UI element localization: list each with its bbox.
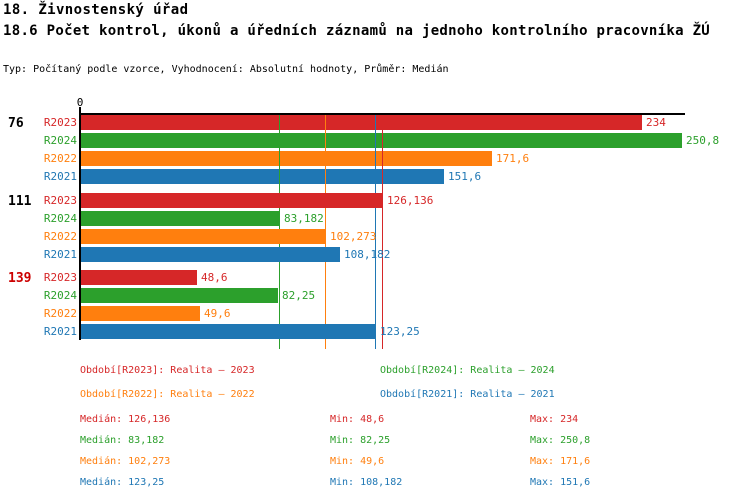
bar-r2023-group-76 [81, 115, 642, 130]
bar-r2022-group-139 [81, 306, 200, 321]
bar-value-label: 82,25 [282, 289, 316, 302]
bar-series-label-r2024: R2024 [43, 289, 77, 302]
stat-median-r2024: Medián: 83,182 [80, 435, 165, 446]
bar-r2024-group-76 [81, 133, 682, 148]
bar-series-label-r2022: R2022 [43, 230, 77, 243]
bar-series-label-r2021: R2021 [43, 170, 77, 183]
bar-r2023-group-111 [81, 193, 383, 208]
bar-r2022-group-76 [81, 151, 492, 166]
bar-series-label-r2022: R2022 [43, 307, 77, 320]
bar-value-label: 234 [646, 116, 666, 129]
stat-min-r2023: Min: 48,6 [330, 414, 385, 425]
bar-r2022-group-111 [81, 229, 326, 244]
stat-median-r2021: Medián: 123,25 [80, 477, 165, 488]
x-axis-line [80, 113, 685, 115]
bar-r2023-group-139 [81, 270, 197, 285]
group-label-76: 76 [8, 116, 24, 131]
bar-series-label-r2022: R2022 [43, 152, 77, 165]
axis-tick-zero: 0 [76, 96, 84, 109]
page-title: 18. Živnostenský úřad [3, 2, 189, 18]
chart-meta-line: Typ: Počítaný podle vzorce, Vyhodnocení:… [3, 64, 449, 75]
bar-series-label-r2021: R2021 [43, 325, 77, 338]
bar-r2021-group-111 [81, 247, 340, 262]
bar-series-label-r2021: R2021 [43, 248, 77, 261]
median-line-r2021 [375, 113, 376, 349]
bar-value-label: 126,136 [387, 194, 434, 207]
stat-median-r2022: Medián: 102,273 [80, 456, 171, 467]
bar-value-label: 151,6 [448, 170, 482, 183]
median-line-r2023 [382, 113, 383, 349]
stat-max-r2024: Max: 250,8 [530, 435, 591, 446]
bar-value-label: 250,8 [686, 134, 720, 147]
legend-item-r2023: Období[R2023]: Realita – 2023 [80, 365, 255, 376]
legend-item-r2024: Období[R2024]: Realita – 2024 [380, 365, 555, 376]
stat-min-r2024: Min: 82,25 [330, 435, 391, 446]
bar-r2021-group-139 [81, 324, 376, 339]
bar-r2024-group-139 [81, 288, 278, 303]
bar-value-label: 123,25 [380, 325, 420, 338]
y-axis-line [79, 107, 81, 340]
stat-max-r2022: Max: 171,6 [530, 456, 591, 467]
chart-title: 18.6 Počet kontrol, úkonů a úředních záz… [3, 23, 711, 39]
stat-max-r2023: Max: 234 [530, 414, 579, 425]
bar-value-label: 83,182 [284, 212, 324, 225]
legend-item-r2021: Období[R2021]: Realita – 2021 [380, 389, 555, 400]
bar-series-label-r2023: R2023 [43, 116, 77, 129]
bar-series-label-r2024: R2024 [43, 212, 77, 225]
bar-value-label: 48,6 [201, 271, 228, 284]
median-line-r2021 [375, 113, 376, 186]
legend-item-r2022: Období[R2022]: Realita – 2022 [80, 389, 255, 400]
bar-value-label: 49,6 [204, 307, 231, 320]
bar-series-label-r2024: R2024 [43, 134, 77, 147]
bar-r2021-group-76 [81, 169, 444, 184]
stat-median-r2023: Medián: 126,136 [80, 414, 171, 425]
bar-r2024-group-111 [81, 211, 280, 226]
bar-value-label: 102,273 [330, 230, 377, 243]
stat-min-r2022: Min: 49,6 [330, 456, 385, 467]
group-label-111: 111 [8, 194, 32, 209]
median-line-r2024 [279, 113, 280, 186]
stat-min-r2021: Min: 108,182 [330, 477, 403, 488]
bar-value-label: 108,182 [344, 248, 391, 261]
group-label-139: 139 [8, 271, 32, 286]
bar-value-label: 171,6 [496, 152, 530, 165]
bar-series-label-r2023: R2023 [43, 194, 77, 207]
bar-series-label-r2023: R2023 [43, 271, 77, 284]
stat-max-r2021: Max: 151,6 [530, 477, 591, 488]
median-line-r2023 [382, 113, 383, 186]
median-line-r2022 [325, 113, 326, 186]
